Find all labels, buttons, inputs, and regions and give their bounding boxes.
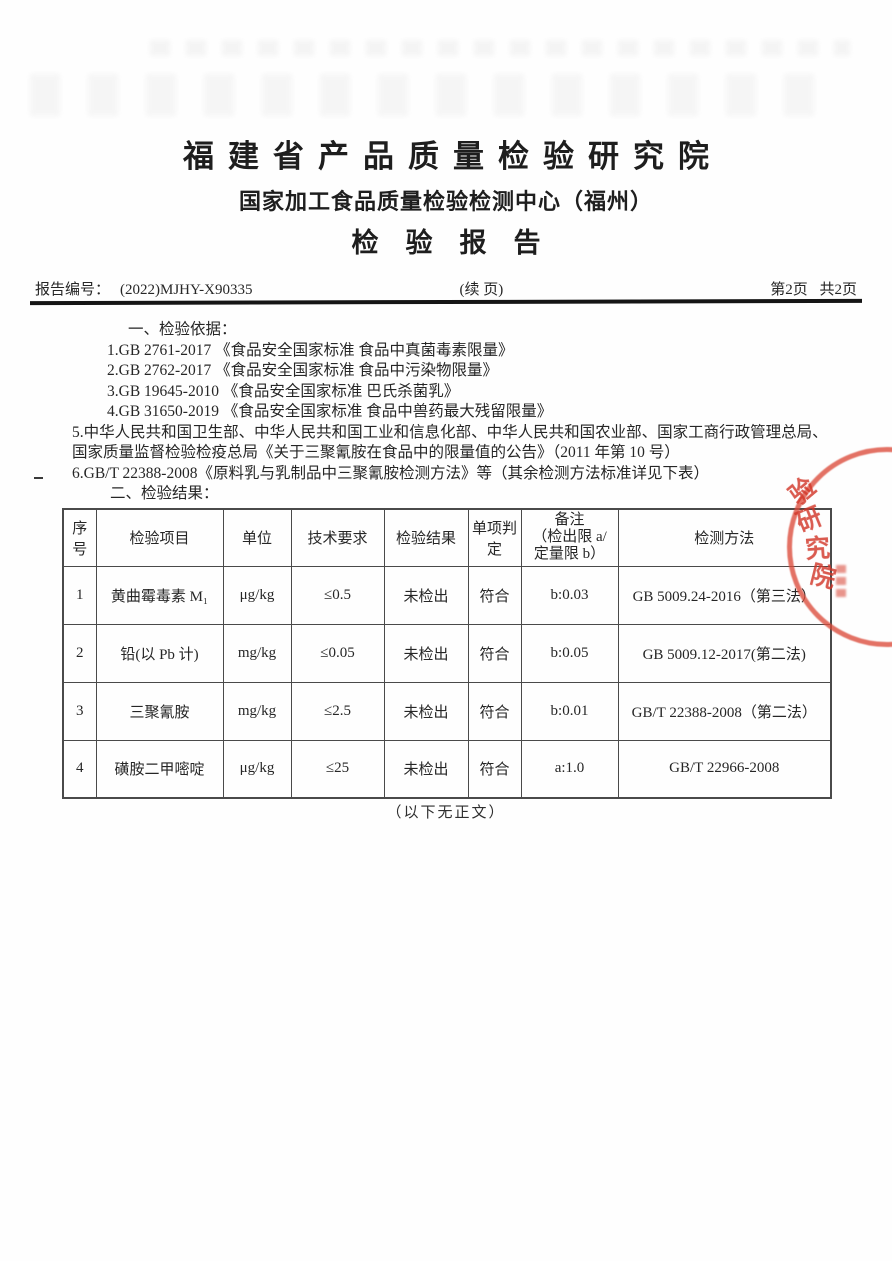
ghost-bleedthrough-text-row (150, 40, 850, 56)
report-meta-row: 报告编号： (2022)MJHY-X90335 (续 页) 第2页 共2页 (35, 278, 857, 299)
cell-result: 未检出 (383, 681, 469, 741)
cell-judgement: 符合 (467, 623, 522, 683)
margin-dash-mark (34, 477, 43, 479)
cell-item: 磺胺二甲嘧啶 (95, 739, 224, 799)
col-header-item: 检验项目 (95, 508, 224, 567)
basis-item: 1.GB 2761-2017 《食品安全国家标准 食品中真菌毒素限量》 (107, 341, 514, 359)
cell-judgement: 符合 (467, 739, 522, 799)
table-row: 4 磺胺二甲嘧啶 μg/kg ≤25 未检出 符合 a:1.0 GB/T 229… (62, 739, 832, 799)
continued-page-label: (续 页) (459, 282, 504, 298)
cell-judgement: 符合 (467, 681, 522, 741)
col-header-unit: 单位 (222, 508, 292, 567)
table-header-row: 序号 检验项目 单位 技术要求 检验结果 单项判定 备注 （检出限 a/ 定量限… (62, 508, 832, 567)
header-divider-rule (29, 298, 863, 306)
col-header-note: 备注 （检出限 a/ 定量限 b） (520, 508, 619, 567)
table-row: 1 黄曲霉毒素 M₁ μg/kg ≤0.5 未检出 符合 b:0.03 GB 5… (62, 565, 832, 625)
col-header-method: 检测方法 (617, 508, 832, 567)
page-indicator: 第2页 共2页 (770, 282, 857, 298)
cell-no: 3 (62, 681, 97, 741)
cell-method: GB/T 22966-2008 (617, 739, 832, 799)
results-heading: 二、检验结果： (110, 485, 219, 502)
cell-requirement: ≤25 (290, 739, 385, 799)
cell-unit: mg/kg (222, 681, 292, 741)
report-number-value: (2022)MJHY-X90335 (120, 282, 253, 298)
end-of-text-note: （以下无正文） (386, 805, 506, 821)
cell-note: a:1.0 (520, 739, 619, 799)
cell-item: 黄曲霉毒素 M₁ (95, 565, 224, 625)
ghost-bleedthrough-text-row (30, 74, 830, 116)
results-table: 序号 检验项目 单位 技术要求 检验结果 单项判定 备注 （检出限 a/ 定量限… (62, 508, 832, 799)
cell-item: 铅(以 Pb 计) (95, 623, 224, 683)
cell-note: b:0.01 (520, 681, 619, 741)
cell-requirement: ≤0.05 (290, 623, 385, 683)
seal-small-text-marks (836, 565, 846, 601)
cell-no: 2 (62, 623, 97, 683)
cell-judgement: 符合 (467, 565, 522, 625)
cell-unit: mg/kg (222, 623, 292, 683)
report-body: 一、检验依据： 1.GB 2761-2017 《食品安全国家标准 食品中真菌毒素… (62, 320, 834, 505)
basis-item: 4.GB 31650-2019 《食品安全国家标准 食品中兽药最大残留限量》 (107, 403, 553, 420)
col-header-requirement: 技术要求 (290, 508, 385, 567)
cell-no: 4 (62, 739, 97, 799)
cell-unit: μg/kg (222, 739, 292, 799)
cell-method: GB 5009.24-2016（第三法） (617, 565, 832, 625)
basis-heading: 一、检验依据： (128, 321, 237, 338)
report-number: 报告编号： (2022)MJHY-X90335 (35, 278, 253, 299)
cell-method: GB 5009.12-2017(第二法) (617, 623, 832, 683)
col-header-result: 检验结果 (383, 508, 469, 567)
institute-title: 福建省产品质量检验研究院 (183, 139, 723, 174)
cell-result: 未检出 (383, 739, 469, 799)
basis-item: 5.中华人民共和国卫生部、中华人民共和国工业和信息化部、中华人民共和国农业部、国… (72, 423, 828, 462)
cell-unit: μg/kg (222, 565, 292, 625)
cell-note: b:0.05 (520, 623, 619, 683)
report-title: 检验报告 (351, 228, 568, 258)
cell-note: b:0.03 (520, 565, 619, 625)
report-number-label: 报告编号： (35, 282, 111, 298)
col-header-judgement: 单项判定 (467, 508, 522, 567)
cell-no: 1 (62, 565, 97, 625)
basis-item: 2.GB 2762-2017 《食品安全国家标准 食品中污染物限量》 (107, 362, 498, 379)
cell-requirement: ≤0.5 (290, 565, 385, 625)
center-name-title: 国家加工食品质量检验检测中心（福州） (238, 189, 653, 214)
basis-item: 3.GB 19645-2010 《食品安全国家标准 巴氏杀菌乳》 (107, 382, 460, 400)
basis-item: 6.GB/T 22388-2008《原料乳与乳制品中三聚氰胺检测方法》等（其余检… (72, 464, 709, 482)
cell-requirement: ≤2.5 (290, 681, 385, 741)
table-row: 3 三聚氰胺 mg/kg ≤2.5 未检出 符合 b:0.01 GB/T 223… (62, 681, 832, 741)
col-header-no: 序号 (62, 508, 97, 567)
cell-result: 未检出 (383, 623, 469, 683)
cell-item: 三聚氰胺 (95, 681, 224, 741)
table-row: 2 铅(以 Pb 计) mg/kg ≤0.05 未检出 符合 b:0.05 GB… (62, 623, 832, 683)
cell-method: GB/T 22388-2008（第二法） (617, 681, 832, 741)
cell-result: 未检出 (383, 565, 469, 625)
